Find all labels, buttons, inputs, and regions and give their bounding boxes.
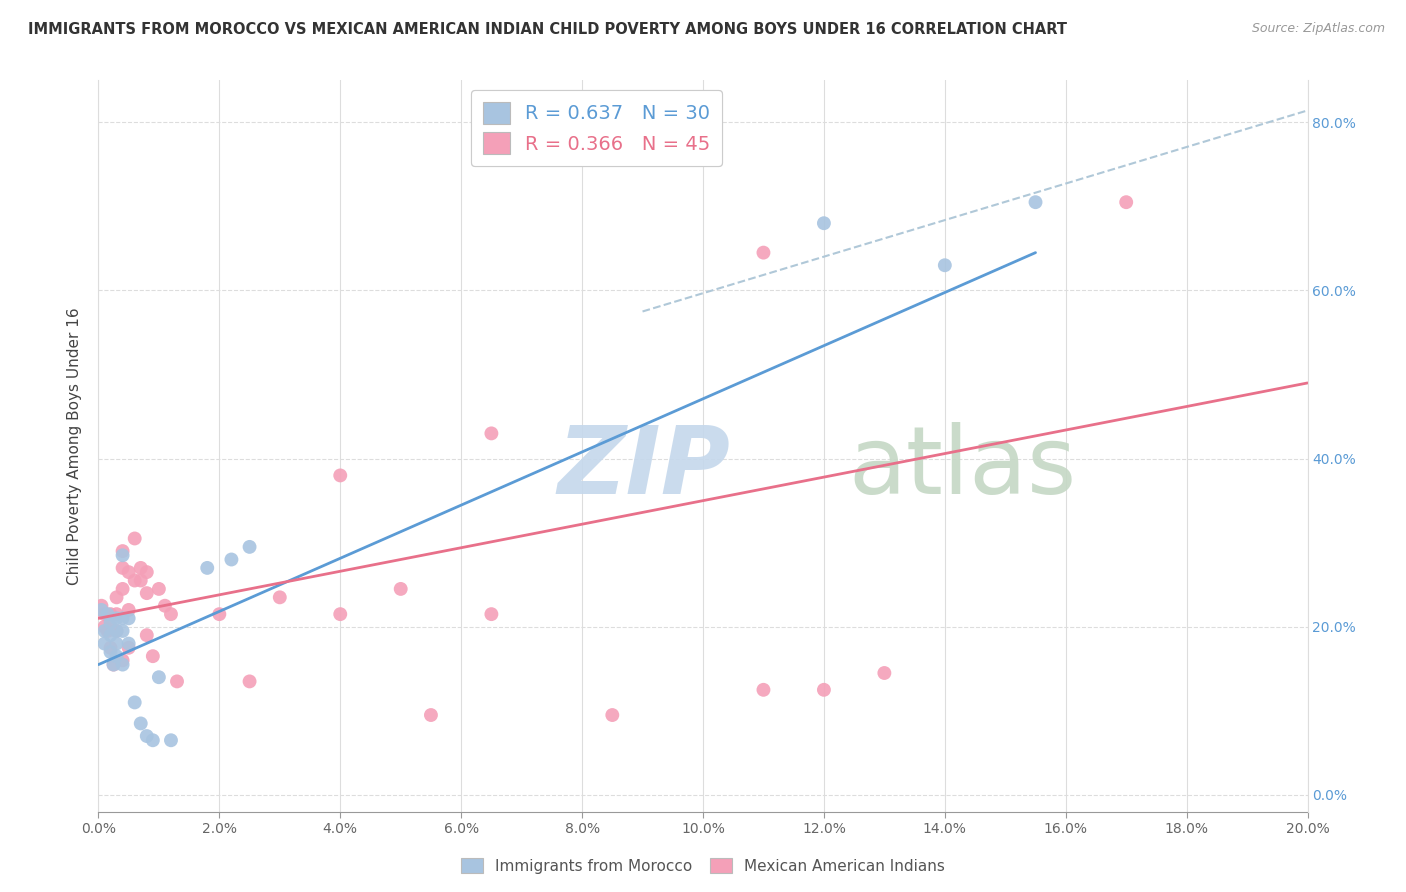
Legend: Immigrants from Morocco, Mexican American Indians: Immigrants from Morocco, Mexican America…	[456, 852, 950, 880]
Text: IMMIGRANTS FROM MOROCCO VS MEXICAN AMERICAN INDIAN CHILD POVERTY AMONG BOYS UNDE: IMMIGRANTS FROM MOROCCO VS MEXICAN AMERI…	[28, 22, 1067, 37]
Point	[105, 591, 128, 605]
Point	[96, 607, 118, 622]
Point	[100, 628, 122, 642]
Point	[481, 426, 503, 441]
Point	[160, 607, 183, 622]
Point	[111, 582, 134, 596]
Point	[329, 468, 352, 483]
Point	[103, 657, 125, 672]
Point	[105, 611, 128, 625]
Point	[129, 574, 152, 588]
Point	[269, 591, 291, 605]
Point	[105, 607, 128, 622]
Point	[813, 216, 835, 230]
Point	[105, 624, 128, 638]
Point	[208, 607, 231, 622]
Point	[118, 640, 141, 655]
Point	[142, 733, 165, 747]
Point	[105, 624, 128, 638]
Point	[389, 582, 412, 596]
Point	[105, 649, 128, 664]
Point	[111, 561, 134, 575]
Point	[100, 640, 122, 655]
Point	[602, 708, 624, 723]
Y-axis label: Child Poverty Among Boys Under 16: Child Poverty Among Boys Under 16	[67, 307, 83, 585]
Point	[100, 615, 122, 630]
Text: Source: ZipAtlas.com: Source: ZipAtlas.com	[1251, 22, 1385, 36]
Point	[873, 665, 896, 680]
Point	[752, 245, 775, 260]
Point	[420, 708, 443, 723]
Point	[100, 607, 122, 622]
Point	[100, 645, 122, 659]
Point	[129, 561, 152, 575]
Point	[103, 657, 125, 672]
Point	[118, 603, 141, 617]
Point	[93, 620, 115, 634]
Point	[1024, 195, 1046, 210]
Point	[195, 561, 218, 575]
Point	[166, 674, 188, 689]
Point	[148, 670, 170, 684]
Point	[135, 628, 157, 642]
Point	[124, 574, 146, 588]
Point	[142, 649, 165, 664]
Point	[100, 620, 122, 634]
Point	[93, 636, 115, 650]
Point	[96, 624, 118, 638]
Point	[329, 607, 352, 622]
Point	[124, 695, 146, 709]
Point	[118, 565, 141, 579]
Point	[93, 624, 115, 638]
Point	[135, 565, 157, 579]
Point	[118, 636, 141, 650]
Point	[160, 733, 183, 747]
Point	[111, 549, 134, 563]
Point	[111, 653, 134, 667]
Point	[111, 544, 134, 558]
Point	[105, 636, 128, 650]
Point	[135, 729, 157, 743]
Point	[93, 607, 115, 622]
Point	[111, 611, 134, 625]
Point	[118, 611, 141, 625]
Point	[1115, 195, 1137, 210]
Point	[239, 540, 262, 554]
Point	[221, 552, 243, 566]
Point	[148, 582, 170, 596]
Point	[111, 624, 134, 638]
Text: ZIP: ZIP	[558, 422, 731, 514]
Point	[813, 682, 835, 697]
Point	[129, 716, 152, 731]
Point	[111, 657, 134, 672]
Point	[90, 603, 112, 617]
Legend: R = 0.637   N = 30, R = 0.366   N = 45: R = 0.637 N = 30, R = 0.366 N = 45	[471, 90, 723, 166]
Point	[481, 607, 503, 622]
Text: atlas: atlas	[848, 422, 1077, 514]
Point	[752, 682, 775, 697]
Point	[239, 674, 262, 689]
Point	[153, 599, 176, 613]
Point	[90, 599, 112, 613]
Point	[124, 532, 146, 546]
Point	[934, 258, 956, 272]
Point	[135, 586, 157, 600]
